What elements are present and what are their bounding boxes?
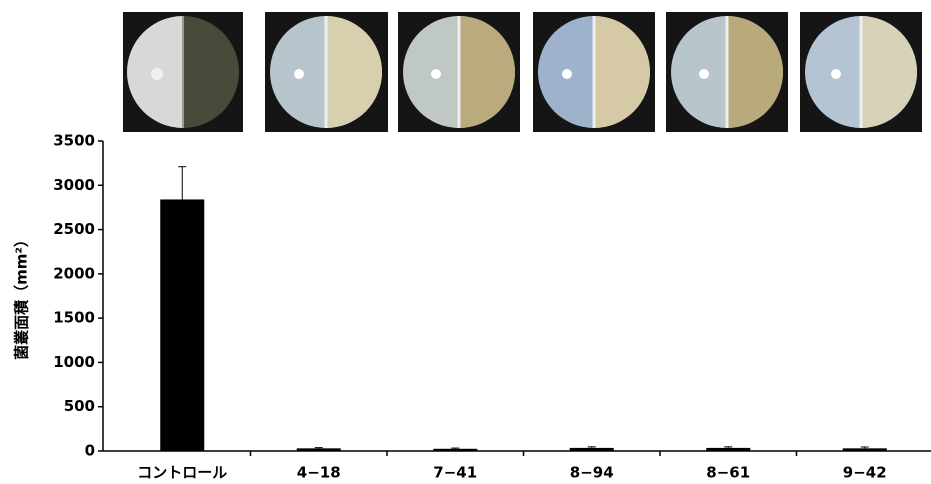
error-bar: [315, 448, 323, 449]
y-tick-label: 0: [85, 442, 95, 460]
bar: [706, 448, 750, 451]
y-tick-label: 1500: [53, 309, 95, 327]
error-bar: [861, 447, 869, 448]
plate-photos: [123, 12, 922, 132]
bar: [297, 448, 341, 451]
y-tick-label: 2000: [53, 264, 95, 282]
bar: [843, 448, 887, 451]
chart: 菌叢面積（mm²） 0 500 1000 1500 2000 2500 3000 3500 コン…: [0, 0, 931, 484]
error-bar: [451, 448, 459, 449]
plate-photo: [398, 12, 520, 132]
y-tick-label: 500: [64, 397, 95, 415]
bar: [160, 199, 204, 451]
plate-photo: [533, 12, 655, 132]
y-tick-label: 2500: [53, 220, 95, 238]
y-axis-label: 菌叢面積（mm²）: [13, 232, 31, 360]
error-bar: [588, 447, 596, 448]
bar: [433, 449, 477, 451]
x-tick-label: 4−18: [297, 464, 341, 482]
x-tick-label: 9−42: [843, 464, 887, 482]
bar: [570, 448, 614, 451]
x-tick-label: 8−94: [570, 464, 614, 482]
x-tick-label: コントロール: [137, 464, 227, 482]
plate-photo: [265, 12, 388, 132]
y-tick-label: 3000: [53, 176, 95, 194]
plate-photo: [666, 12, 788, 132]
error-bar: [724, 447, 732, 448]
y-tick-label: 1000: [53, 353, 95, 371]
plate-photo: [123, 12, 243, 132]
x-tick-label: 7−41: [433, 464, 477, 482]
plate-photo: [800, 12, 922, 132]
y-tick-label: 3500: [53, 132, 95, 150]
x-tick-label: 8−61: [706, 464, 750, 482]
error-bar: [178, 167, 186, 200]
